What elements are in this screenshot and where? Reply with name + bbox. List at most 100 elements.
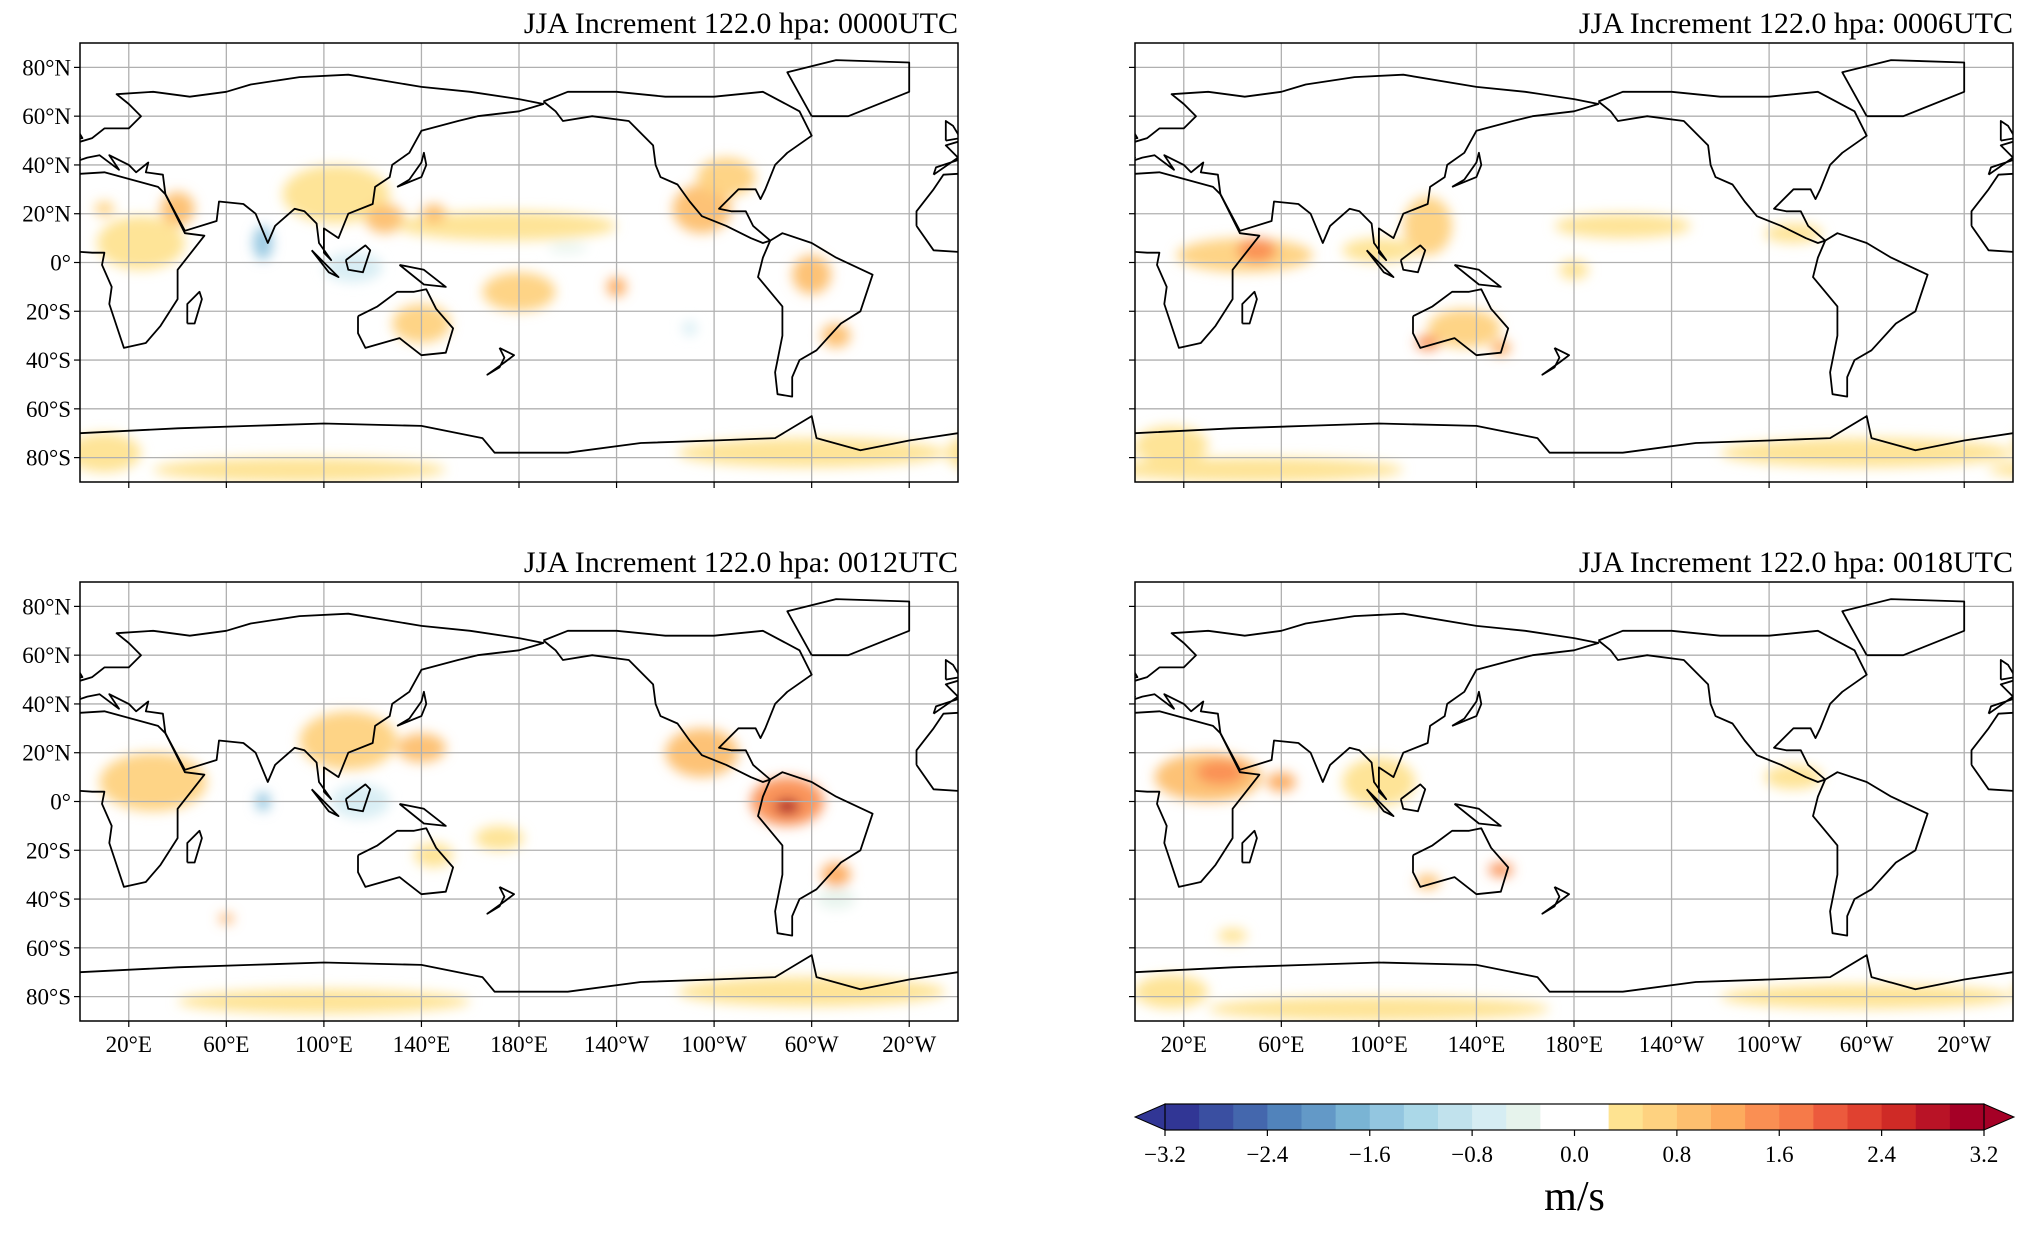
- colorbar-swatch: [1336, 1104, 1371, 1130]
- colorbar-tick-label: 3.2: [1970, 1142, 1999, 1167]
- coastline: [1065, 292, 1080, 324]
- increment-blob: [365, 204, 404, 233]
- colorbar-label: m/s: [1544, 1174, 1605, 1220]
- colorbar-tick-label: −1.6: [1349, 1142, 1391, 1167]
- increment-blob: [160, 192, 194, 226]
- lat-tick-label: 80°S: [26, 985, 71, 1010]
- colorbar-tick-label: 0.8: [1663, 1142, 1692, 1167]
- lat-tick-label: 0°: [50, 790, 71, 815]
- colorbar-extend-max: [1984, 1104, 2014, 1130]
- colorbar-swatch: [1267, 1104, 1302, 1130]
- increment-blob: [2013, 975, 2025, 1009]
- lat-tick-label: 20°N: [22, 741, 71, 766]
- lon-tick-label: 180°E: [1545, 1032, 1603, 1057]
- colorbar-tick-label: 0.0: [1560, 1142, 1589, 1167]
- panel-title: JJA Increment 122.0 hpa: 0018UTC: [1579, 546, 2013, 579]
- colorbar-swatch: [1745, 1104, 1780, 1130]
- lon-tick-label: 20°E: [106, 1032, 152, 1057]
- panel-title: JJA Increment 122.0 hpa: 0006UTC: [1579, 7, 2013, 40]
- lat-tick-label: 20°S: [26, 838, 71, 863]
- colorbar-tick-label: −2.4: [1247, 1142, 1289, 1167]
- panel-title: JJA Increment 122.0 hpa: 0000UTC: [524, 7, 958, 40]
- lat-tick-label: 60°N: [22, 104, 71, 129]
- colorbar-swatch: [1506, 1104, 1541, 1130]
- coastline: [2013, 955, 2025, 992]
- increment-blob: [1135, 975, 1208, 1009]
- increment-blob: [100, 753, 207, 812]
- lon-tick-label: 60°E: [1258, 1032, 1304, 1057]
- lon-tick-label: 100°W: [1736, 1032, 1802, 1057]
- lat-tick-label: 20°N: [22, 202, 71, 227]
- increment-blob: [1218, 928, 1247, 943]
- increment-blob: [1764, 765, 1823, 789]
- colorbar-tick-label: 2.4: [1867, 1142, 1896, 1167]
- increment-blob: [821, 862, 850, 886]
- lat-tick-label: 80°S: [26, 446, 71, 471]
- lon-tick-label: 140°W: [1639, 1032, 1705, 1057]
- coastline: [2013, 416, 2025, 453]
- lat-tick-label: 60°S: [26, 936, 71, 961]
- colorbar-swatch: [1165, 1104, 1200, 1130]
- colorbar-swatch: [1472, 1104, 1507, 1130]
- lon-tick-label: 140°E: [1448, 1032, 1506, 1057]
- lon-tick-label: 100°W: [681, 1032, 747, 1057]
- increment-blob: [324, 253, 383, 282]
- lat-tick-label: 40°S: [26, 348, 71, 373]
- increment-blob: [682, 321, 697, 336]
- colorbar-swatch: [1370, 1104, 1405, 1130]
- increment-blob: [548, 243, 587, 253]
- increment-blob: [1237, 238, 1276, 262]
- colorbar-swatch: [1404, 1104, 1439, 1130]
- lon-tick-label: 20°W: [882, 1032, 936, 1057]
- colorbar-extend-min: [1135, 1104, 1165, 1130]
- lon-tick-label: 180°E: [490, 1032, 548, 1057]
- increment-blob: [475, 826, 524, 850]
- increment-blob: [821, 323, 850, 347]
- increment-blob: [973, 202, 993, 217]
- colorbar-tick-label: −3.2: [1144, 1142, 1186, 1167]
- increment-blob: [1489, 862, 1513, 877]
- lat-tick-label: 0°: [50, 251, 71, 276]
- colorbar-swatch: [1882, 1104, 1917, 1130]
- colorbar-swatch: [1779, 1104, 1814, 1130]
- colorbar-swatch: [1677, 1104, 1712, 1130]
- lat-tick-label: 60°S: [26, 397, 71, 422]
- lat-tick-label: 40°N: [22, 692, 71, 717]
- colorbar-swatch: [1438, 1104, 1473, 1130]
- coastline: [1065, 831, 1080, 863]
- increment-blob: [946, 433, 1019, 472]
- lon-tick-label: 20°W: [1937, 1032, 1991, 1057]
- lon-tick-label: 140°E: [393, 1032, 451, 1057]
- increment-blob: [153, 458, 446, 482]
- lat-tick-label: 40°N: [22, 153, 71, 178]
- lat-tick-label: 40°S: [26, 887, 71, 912]
- lon-tick-label: 60°W: [785, 1032, 839, 1057]
- colorbar-swatch: [1916, 1104, 1951, 1130]
- lon-tick-label: 60°W: [1840, 1032, 1894, 1057]
- lon-tick-label: 100°E: [1350, 1032, 1408, 1057]
- increment-blob: [978, 753, 1085, 812]
- colorbar-swatch: [1711, 1104, 1746, 1130]
- lon-tick-label: 60°E: [203, 1032, 249, 1057]
- colorbar-swatch: [1302, 1104, 1337, 1130]
- lon-tick-label: 100°E: [295, 1032, 353, 1057]
- increment-blob: [414, 843, 453, 867]
- colorbar-swatch: [1199, 1104, 1234, 1130]
- lon-tick-label: 20°E: [1161, 1032, 1207, 1057]
- colorbar-swatch: [1950, 1104, 1985, 1130]
- increment-blob: [2013, 426, 2025, 465]
- lat-tick-label: 80°N: [22, 594, 71, 619]
- panel-title: JJA Increment 122.0 hpa: 0012UTC: [524, 546, 958, 579]
- colorbar-tick-label: −0.8: [1451, 1142, 1493, 1167]
- increment-blob: [1097, 914, 1112, 924]
- lat-tick-label: 20°S: [26, 299, 71, 324]
- colorbar-swatch: [1233, 1104, 1268, 1130]
- lat-tick-label: 80°N: [22, 55, 71, 80]
- increment-blob: [68, 433, 141, 472]
- colorbar-swatch: [1848, 1104, 1883, 1130]
- lat-tick-label: 60°N: [22, 643, 71, 668]
- increment-blob: [1554, 214, 1691, 238]
- increment-blob: [975, 216, 1063, 270]
